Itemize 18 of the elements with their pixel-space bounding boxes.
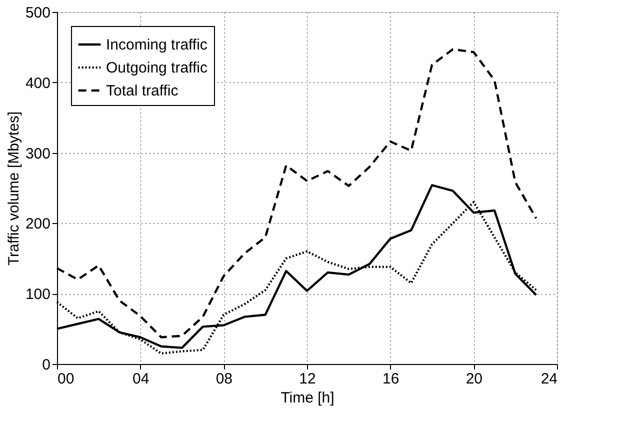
legend-label: Incoming traffic bbox=[106, 36, 208, 54]
x-axis-title: Time [h] bbox=[280, 390, 334, 406]
x-tick-label: 08 bbox=[216, 370, 233, 388]
x-tick-label: 24 bbox=[540, 370, 558, 388]
y-axis-title: Traffic volume [Mbytes] bbox=[5, 111, 22, 266]
x-tick-label: 20 bbox=[466, 370, 483, 388]
y-tick-label: 500 bbox=[25, 4, 50, 22]
x-tick-label: 16 bbox=[382, 370, 400, 388]
y-tick-label: 200 bbox=[25, 216, 50, 233]
y-tick-label: 400 bbox=[25, 74, 50, 92]
x-tick-label: 00 bbox=[58, 370, 74, 388]
y-tick-label: 300 bbox=[25, 145, 50, 162]
legend-label: Outgoing traffic bbox=[106, 60, 208, 76]
y-tick-label: 0 bbox=[42, 356, 50, 374]
x-tick-label: 12 bbox=[299, 370, 316, 388]
y-tick-label: 100 bbox=[25, 286, 50, 304]
x-tick-label: 04 bbox=[132, 370, 150, 388]
legend-label: Total traffic bbox=[106, 82, 179, 100]
